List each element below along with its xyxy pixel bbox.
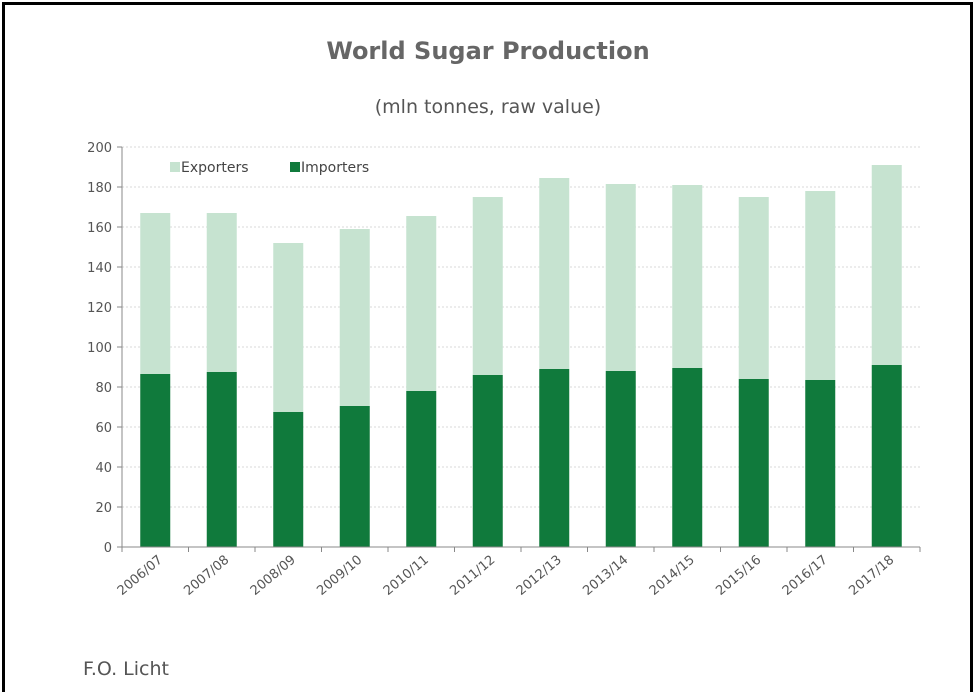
bar-exporters-2015-16 xyxy=(738,197,769,379)
gridlines xyxy=(122,146,920,508)
y-tick-label: 20 xyxy=(95,501,112,516)
bar-importers-2017-18 xyxy=(871,365,902,547)
x-tick-label: 2016/17 xyxy=(780,553,831,599)
x-tick-label: 2010/11 xyxy=(381,553,432,599)
bar-importers-2014-15 xyxy=(672,368,703,547)
legend-label-exporters: Exporters xyxy=(181,160,249,176)
y-tick-label: 100 xyxy=(87,341,112,356)
y-tick-label: 40 xyxy=(95,461,112,476)
legend-label-importers: Importers xyxy=(301,160,369,176)
chart-subtitle: (mln tonnes, raw value) xyxy=(375,96,601,118)
bar-exporters-2017-18 xyxy=(871,165,902,365)
bar-exporters-2013-14 xyxy=(605,184,636,371)
chart-title: World Sugar Production xyxy=(326,37,649,65)
bar-importers-2016-17 xyxy=(805,380,836,547)
y-tick-label: 80 xyxy=(95,381,112,396)
x-tick-label: 2006/07 xyxy=(115,553,166,599)
x-tick-label: 2009/10 xyxy=(314,553,365,599)
y-tick-label: 140 xyxy=(87,261,112,276)
x-tick-label: 2011/12 xyxy=(447,553,498,599)
bar-exporters-2016-17 xyxy=(805,191,836,380)
x-tick-label: 2015/16 xyxy=(713,553,764,599)
legend: Exporters Importers xyxy=(170,160,369,176)
bar-exporters-2006-07 xyxy=(140,213,171,374)
bar-importers-2009-10 xyxy=(339,406,370,547)
bar-exporters-2008-09 xyxy=(273,243,304,412)
bar-importers-2010-11 xyxy=(406,391,437,547)
x-tick-label: 2008/09 xyxy=(248,553,299,599)
bar-exporters-2014-15 xyxy=(672,185,703,368)
bar-importers-2007-08 xyxy=(206,372,237,547)
bar-importers-2012-13 xyxy=(539,369,570,547)
y-tick-label: 160 xyxy=(87,221,112,236)
x-tick-label: 2013/14 xyxy=(580,553,631,599)
chart: World Sugar Production (mln tonnes, raw … xyxy=(83,37,921,680)
y-tick-label: 60 xyxy=(95,421,112,436)
bar-exporters-2007-08 xyxy=(206,213,237,372)
legend-swatch-importers xyxy=(290,162,300,172)
y-tick-label: 180 xyxy=(87,181,112,196)
legend-swatch-exporters xyxy=(170,162,180,172)
source-note: F.O. Licht xyxy=(83,658,169,680)
bar-importers-2011-12 xyxy=(472,375,503,547)
bars xyxy=(140,165,902,547)
bar-importers-2015-16 xyxy=(738,379,769,547)
bar-importers-2013-14 xyxy=(605,371,636,547)
x-tick-label: 2014/15 xyxy=(647,553,698,599)
x-tick-label: 2012/13 xyxy=(514,553,565,599)
bar-importers-2008-09 xyxy=(273,412,304,547)
x-tick-label: 2017/18 xyxy=(846,553,897,599)
x-tick-label: 2007/08 xyxy=(181,553,232,599)
y-tick-label: 0 xyxy=(104,541,112,556)
y-tick-label: 120 xyxy=(87,301,112,316)
bar-exporters-2012-13 xyxy=(539,178,570,369)
bar-exporters-2009-10 xyxy=(339,229,370,406)
y-tick-label: 200 xyxy=(87,141,112,156)
bar-exporters-2011-12 xyxy=(472,197,503,375)
bar-exporters-2010-11 xyxy=(406,216,437,391)
bar-importers-2006-07 xyxy=(140,374,171,547)
